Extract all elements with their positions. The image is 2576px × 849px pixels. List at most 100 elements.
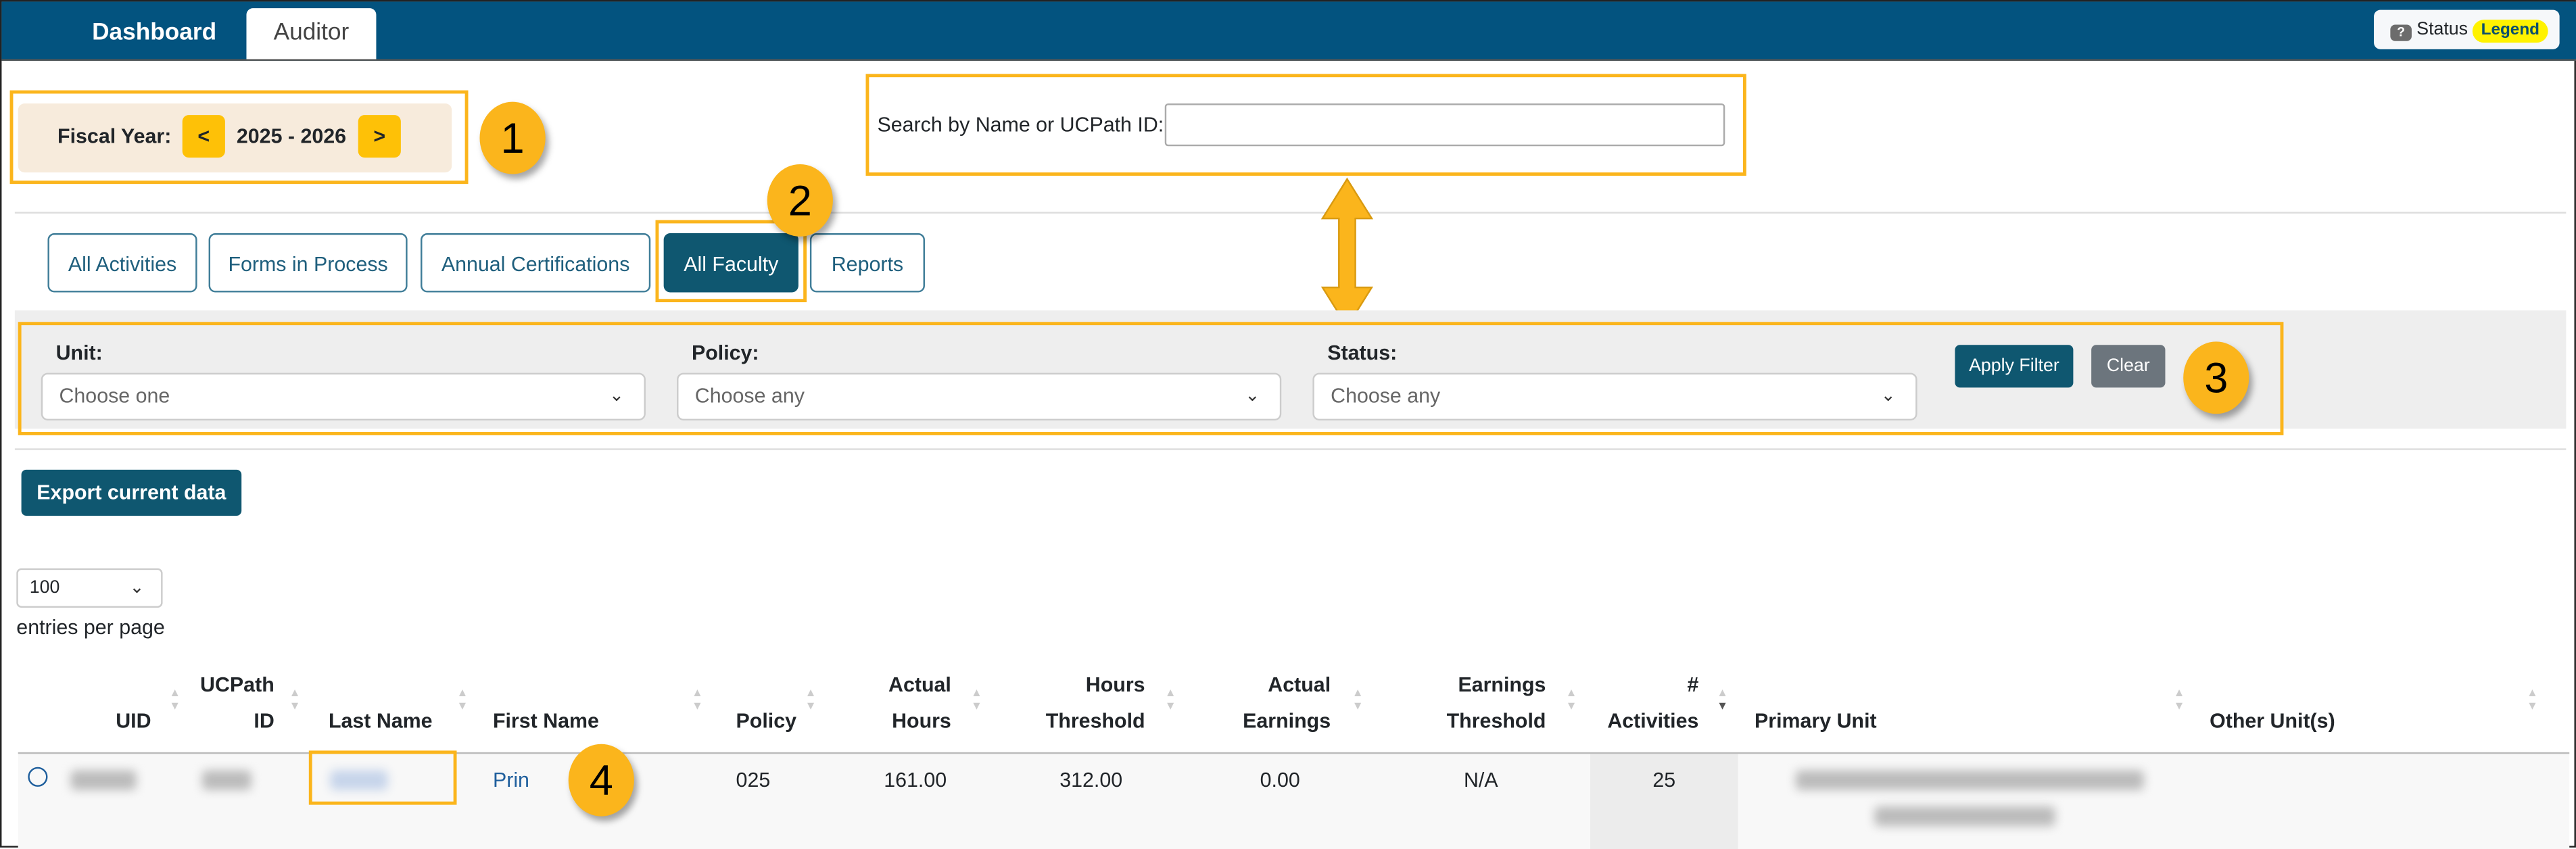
nav-tab-dashboard[interactable]: Dashboard: [92, 20, 217, 47]
column-header-line: [329, 666, 433, 702]
earnings-threshold-cell: N/A: [1463, 769, 1498, 792]
sort-icon[interactable]: ▲ ▼: [289, 688, 301, 713]
chevron-down-icon: ⌄: [1245, 386, 1260, 406]
first-name-link[interactable]: Prin: [492, 769, 529, 792]
policy-select[interactable]: Choose any ⌄: [677, 372, 1282, 421]
column-header-line: Last Name: [328, 709, 433, 733]
callout-badge-4: 4: [568, 744, 634, 817]
chevron-down-icon: ⌄: [609, 386, 625, 406]
status-select-value: Choose any: [1331, 384, 1441, 408]
question-icon: ?: [2390, 24, 2412, 41]
status-label: Status: [2416, 20, 2468, 40]
search-label: Search by Name or UCPath ID:: [877, 113, 1164, 137]
policy-select-value: Choose any: [694, 384, 805, 408]
hours-threshold-cell: 312.00: [1059, 769, 1123, 792]
tab-annual-certifications[interactable]: Annual Certifications: [421, 233, 651, 293]
history-icon[interactable]: [28, 767, 48, 787]
tab-all-activities[interactable]: All Activities: [47, 233, 197, 293]
column-header-line: Earnings: [1458, 673, 1546, 697]
column-header-actual-hours[interactable]: Actual Hours: [888, 666, 951, 739]
fiscal-year-value: 2025 - 2026: [236, 124, 347, 148]
clear-button[interactable]: Clear: [2091, 345, 2166, 388]
divider: [14, 448, 2567, 450]
column-header-line: UCPath: [200, 673, 275, 697]
column-header-line: Actual: [1268, 673, 1331, 697]
column-header-policy[interactable]: Policy: [736, 666, 796, 739]
fiscal-year-label: Fiscal Year:: [57, 124, 172, 148]
column-header-line: First Name: [492, 709, 599, 733]
column-header-first-name[interactable]: First Name: [493, 666, 599, 739]
column-header-hours-threshold[interactable]: Hours Threshold: [1046, 666, 1145, 739]
prev-year-button[interactable]: <: [182, 115, 225, 158]
callout-badge-3: 3: [2183, 341, 2249, 414]
sort-icon[interactable]: ▲ ▼: [691, 688, 703, 713]
column-header-uid[interactable]: UID: [116, 666, 151, 739]
tab-all-faculty[interactable]: All Faculty: [663, 233, 798, 293]
column-header-primary-unit[interactable]: Primary Unit: [1755, 666, 1877, 739]
column-header-last-name[interactable]: Last Name: [329, 666, 433, 739]
column-header-line: #: [1687, 673, 1699, 697]
column-header-ucpath-id[interactable]: UCPath ID: [200, 666, 275, 739]
column-header-line: Actual: [888, 673, 951, 697]
legend-badge: Legend: [2473, 20, 2548, 43]
column-header-activities[interactable]: # Activities: [1607, 666, 1698, 739]
column-header-line: [1755, 666, 1877, 702]
top-nav-bar: [1, 1, 2576, 61]
tab-reports[interactable]: Reports: [809, 233, 925, 293]
sort-icon[interactable]: ▲ ▼: [971, 688, 982, 713]
unit-label: Unit:: [55, 341, 103, 365]
export-button[interactable]: Export current data: [21, 469, 242, 516]
apply-filter-button[interactable]: Apply Filter: [1955, 345, 2074, 388]
ucpath-id-redacted: [201, 770, 252, 790]
status-label: Status:: [1327, 341, 1398, 365]
sort-icon[interactable]: ▲ ▼: [2527, 688, 2538, 713]
column-header-line: Threshold: [1045, 709, 1145, 733]
sort-icon[interactable]: ▲ ▼: [169, 688, 181, 713]
column-header-line: Hours: [1085, 673, 1145, 697]
sort-icon[interactable]: ▲ ▼: [1164, 688, 1176, 713]
callout-box-search: [865, 74, 1746, 176]
status-legend-button[interactable]: ? Status Legend: [2374, 9, 2560, 49]
last-name-link-redacted[interactable]: [330, 770, 388, 790]
column-header-line: [736, 666, 796, 702]
column-header-line: [2210, 666, 2335, 702]
sort-icon[interactable]: ▲ ▼: [805, 688, 817, 713]
sort-desc-icon[interactable]: ▲ ▼: [1717, 688, 1728, 713]
policy-label: Policy:: [691, 341, 759, 365]
column-header-line: Primary Unit: [1755, 709, 1877, 733]
callout-box-4: [308, 750, 457, 805]
callout-box-2: [655, 220, 807, 303]
callout-box-3: [18, 322, 2284, 435]
column-header-line: ID: [254, 709, 275, 733]
chevron-down-icon: ⌄: [1880, 386, 1896, 406]
column-header-line: Other Unit(s): [2210, 709, 2335, 733]
nav-tab-auditor[interactable]: Auditor: [246, 8, 377, 59]
sorted-column-bg: [1590, 754, 1738, 849]
column-header-earnings-threshold[interactable]: Earnings Threshold: [1447, 666, 1546, 739]
sort-icon[interactable]: ▲ ▼: [2173, 688, 2185, 713]
primary-unit-redacted: [1795, 770, 2144, 790]
uid-redacted: [70, 770, 137, 790]
sort-icon[interactable]: ▲ ▼: [456, 688, 469, 713]
page-size-label: entries per page: [16, 616, 165, 639]
column-header-actual-earnings[interactable]: Actual Earnings: [1243, 666, 1331, 739]
column-header-line: Activities: [1607, 709, 1699, 733]
page-size-select[interactable]: 100 ⌄: [16, 568, 163, 608]
callout-box-1: [9, 90, 469, 185]
search-input[interactable]: [1164, 103, 1725, 147]
column-header-line: Hours: [892, 709, 951, 733]
divider: [14, 212, 2567, 214]
sort-icon[interactable]: ▲ ▼: [1565, 688, 1577, 713]
column-header-other-units[interactable]: Other Unit(s): [2210, 666, 2335, 739]
callout-badge-2: 2: [767, 164, 833, 237]
column-header-line: Earnings: [1243, 709, 1331, 733]
tab-forms-in-process[interactable]: Forms in Process: [208, 233, 408, 293]
unit-select[interactable]: Choose one ⌄: [41, 372, 646, 421]
status-select[interactable]: Choose any ⌄: [1312, 372, 1917, 421]
table-row-bg: [18, 754, 2570, 849]
header-divider: [18, 752, 2570, 754]
next-year-button[interactable]: >: [358, 115, 401, 158]
sort-icon[interactable]: ▲ ▼: [1352, 688, 1364, 713]
policy-cell: 025: [736, 769, 771, 792]
column-header-line: Threshold: [1446, 709, 1546, 733]
